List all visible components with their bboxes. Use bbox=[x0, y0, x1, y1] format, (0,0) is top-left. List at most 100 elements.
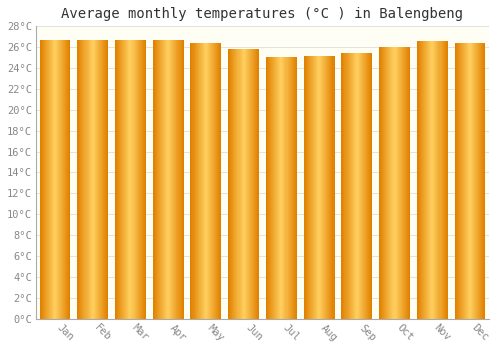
Bar bbox=[398, 47, 400, 318]
Bar bbox=[174, 40, 176, 318]
Bar bbox=[167, 40, 168, 318]
Bar bbox=[446, 41, 448, 318]
Bar bbox=[294, 57, 295, 318]
Bar bbox=[365, 54, 366, 318]
Bar bbox=[273, 57, 274, 318]
Bar bbox=[138, 40, 140, 318]
Bar bbox=[80, 40, 82, 318]
Bar bbox=[323, 56, 324, 318]
Bar bbox=[126, 40, 128, 318]
Bar bbox=[318, 56, 319, 318]
Bar bbox=[90, 40, 92, 318]
Bar bbox=[250, 49, 251, 318]
Bar bbox=[160, 40, 161, 318]
Bar bbox=[161, 40, 162, 318]
Bar bbox=[166, 40, 167, 318]
Bar bbox=[328, 56, 330, 318]
Bar bbox=[476, 43, 477, 318]
Bar bbox=[321, 56, 322, 318]
Bar bbox=[62, 40, 63, 318]
Bar bbox=[368, 54, 369, 318]
Bar bbox=[44, 40, 46, 318]
Bar bbox=[436, 41, 438, 318]
Bar bbox=[158, 40, 159, 318]
Bar bbox=[470, 43, 471, 318]
Bar bbox=[348, 54, 350, 318]
Bar bbox=[464, 43, 465, 318]
Bar bbox=[218, 43, 220, 318]
Bar bbox=[309, 56, 310, 318]
Bar bbox=[394, 47, 396, 318]
Bar bbox=[275, 57, 276, 318]
Bar bbox=[206, 43, 207, 318]
Bar bbox=[310, 56, 311, 318]
Bar bbox=[143, 40, 144, 318]
Bar bbox=[100, 40, 101, 318]
Bar bbox=[274, 57, 275, 318]
Bar bbox=[49, 40, 50, 318]
Bar bbox=[48, 40, 49, 318]
Bar bbox=[105, 40, 106, 318]
Bar bbox=[64, 40, 66, 318]
Bar bbox=[369, 54, 370, 318]
Bar bbox=[357, 54, 358, 318]
Bar bbox=[145, 40, 146, 318]
Bar bbox=[270, 57, 271, 318]
Bar bbox=[212, 43, 213, 318]
Bar bbox=[342, 54, 344, 318]
Bar bbox=[54, 40, 55, 318]
Bar bbox=[458, 43, 460, 318]
Bar bbox=[194, 43, 196, 318]
Bar bbox=[234, 49, 236, 318]
Bar bbox=[419, 41, 420, 318]
Bar bbox=[288, 57, 290, 318]
Bar bbox=[130, 40, 132, 318]
Bar bbox=[202, 43, 203, 318]
Bar bbox=[97, 40, 98, 318]
Bar bbox=[164, 40, 165, 318]
Bar bbox=[370, 54, 372, 318]
Bar bbox=[403, 47, 404, 318]
Bar bbox=[208, 43, 209, 318]
Bar bbox=[152, 40, 154, 318]
Bar bbox=[140, 40, 142, 318]
Bar bbox=[132, 40, 134, 318]
Bar bbox=[249, 49, 250, 318]
Bar bbox=[246, 49, 248, 318]
Bar bbox=[304, 56, 306, 318]
Bar bbox=[454, 43, 456, 318]
Bar bbox=[220, 43, 222, 318]
Bar bbox=[390, 47, 392, 318]
Bar bbox=[468, 43, 469, 318]
Bar bbox=[136, 40, 138, 318]
Bar bbox=[422, 41, 423, 318]
Bar bbox=[431, 41, 432, 318]
Bar bbox=[478, 43, 480, 318]
Bar bbox=[214, 43, 215, 318]
Bar bbox=[251, 49, 252, 318]
Bar bbox=[84, 40, 86, 318]
Bar bbox=[156, 40, 157, 318]
Bar bbox=[204, 43, 205, 318]
Bar bbox=[119, 40, 120, 318]
Bar bbox=[53, 40, 54, 318]
Bar bbox=[244, 49, 246, 318]
Bar bbox=[192, 43, 194, 318]
Bar bbox=[216, 43, 217, 318]
Bar bbox=[278, 57, 280, 318]
Bar bbox=[402, 47, 403, 318]
Bar bbox=[462, 43, 463, 318]
Bar bbox=[388, 47, 390, 318]
Bar bbox=[460, 43, 462, 318]
Bar bbox=[122, 40, 123, 318]
Bar bbox=[86, 40, 88, 318]
Bar bbox=[134, 40, 136, 318]
Bar bbox=[358, 54, 359, 318]
Bar bbox=[252, 49, 253, 318]
Bar bbox=[154, 40, 155, 318]
Bar bbox=[420, 41, 421, 318]
Bar bbox=[77, 40, 78, 318]
Bar bbox=[319, 56, 320, 318]
Bar bbox=[295, 57, 296, 318]
Bar bbox=[425, 41, 426, 318]
